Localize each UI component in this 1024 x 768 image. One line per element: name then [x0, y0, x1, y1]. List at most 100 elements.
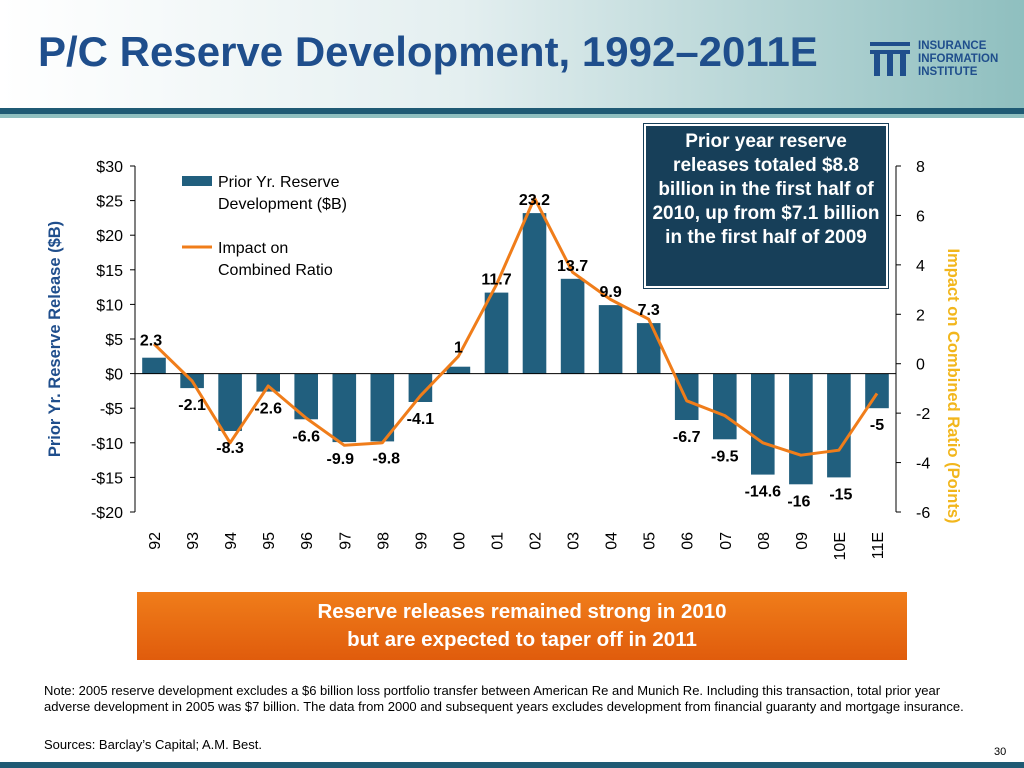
bar-99 — [408, 373, 433, 402]
header-divider-light — [0, 114, 1024, 118]
data-label-99: -4.1 — [407, 411, 435, 428]
footer-bar — [0, 762, 1024, 768]
legend-label-line-line1: Impact on — [218, 240, 288, 257]
x-tick-label: 92 — [147, 532, 164, 550]
y-left-tick-label: -$5 — [100, 401, 123, 418]
bar-95 — [256, 373, 280, 392]
iii-logo-mark — [870, 42, 910, 76]
callout-box: Prior year reserve releases totaled $8.8… — [644, 124, 888, 288]
bar-03 — [560, 278, 585, 374]
legend-label-bars-line2: Development ($B) — [218, 196, 347, 213]
page-number: 30 — [994, 746, 1007, 758]
logo-line-3: INSTITUTE — [918, 66, 978, 78]
data-label-05: 7.3 — [638, 302, 660, 319]
bar-11E — [865, 373, 889, 409]
bar-10E — [827, 373, 851, 478]
x-tick-label: 06 — [680, 532, 697, 550]
y-right-tick-label: 8 — [916, 159, 925, 176]
banner-line-1: Reserve releases remained strong in 2010 — [317, 600, 727, 623]
combined-ratio-line — [152, 196, 879, 457]
x-tick-label: 10E — [832, 532, 849, 560]
x-tick-label: 95 — [261, 532, 278, 550]
x-tick-label: 01 — [489, 532, 506, 550]
data-label-03: 13.7 — [557, 258, 588, 275]
y-right-tick-label: -2 — [916, 406, 930, 423]
x-tick-label: 93 — [185, 532, 202, 550]
x-tick-label: 02 — [528, 532, 545, 550]
data-label-98: -9.8 — [373, 450, 401, 467]
x-tick-label: 08 — [756, 532, 773, 550]
x-tick-label: 03 — [566, 532, 583, 550]
header-divider — [0, 108, 1024, 114]
data-label-07: -9.5 — [711, 448, 739, 465]
x-tick-label: 07 — [718, 532, 735, 550]
logo-line-1: INSURANCE — [918, 40, 987, 52]
data-label-00: 1 — [454, 340, 463, 357]
data-label-11E: -5 — [870, 417, 884, 434]
bar-96 — [294, 373, 318, 420]
x-tick-label: 09 — [794, 532, 811, 550]
bars-group — [142, 213, 889, 485]
data-label-97: -9.9 — [327, 451, 355, 468]
x-tick-label: 99 — [413, 532, 430, 550]
sources: Sources: Barclay’s Capital; A.M. Best. — [44, 737, 262, 752]
logo-wordmark: INSURANCE INFORMATION INSTITUTE — [918, 40, 998, 79]
bar-01 — [484, 292, 509, 374]
x-tick-label: 98 — [375, 532, 392, 550]
footnote: Note: 2005 reserve development excludes … — [44, 683, 964, 714]
data-label-94: -8.3 — [216, 440, 244, 457]
data-label-02: 23.2 — [519, 192, 550, 209]
y-axis-right-title: Impact on Combined Ratio (Points) — [944, 249, 962, 524]
y-right-tick-label: 6 — [916, 208, 925, 225]
bar-00 — [446, 366, 471, 374]
bar-02 — [522, 213, 547, 374]
bar-98 — [370, 373, 395, 442]
x-tick-label: 05 — [642, 532, 659, 550]
y-left-tick-label: $30 — [96, 159, 123, 176]
legend: Prior Yr. Reserve Development ($B) Impact … — [182, 174, 347, 279]
slide-header — [0, 0, 1024, 110]
legend-label-line-line2: Combined Ratio — [218, 262, 333, 279]
bar-07 — [713, 373, 737, 440]
data-label-04: 9.9 — [599, 284, 621, 301]
y-right-tick-label: 0 — [916, 357, 925, 374]
data-label-06: -6.7 — [673, 429, 701, 446]
legend-label-bars-line1: Prior Yr. Reserve — [218, 174, 340, 191]
data-label-10E: -15 — [829, 486, 852, 503]
takeaway-banner: Reserve releases remained strong in 2010… — [137, 592, 907, 660]
y-right-tick-label: 4 — [916, 258, 925, 275]
y-right-tick-label: 2 — [916, 307, 925, 324]
data-label-09: -16 — [787, 493, 810, 510]
legend-swatch-bars — [182, 176, 212, 186]
combined-ratio-line-group — [152, 196, 879, 457]
y-right-tick-label: -6 — [916, 505, 930, 522]
y-left-tick-label: -$20 — [91, 505, 123, 522]
bar-05 — [636, 323, 661, 374]
bar-08 — [751, 373, 775, 475]
bar-09 — [789, 373, 813, 485]
data-label-95: -2.6 — [254, 401, 282, 418]
y-left-tick-label: $5 — [105, 332, 123, 349]
y-right-tick-label: -4 — [916, 456, 930, 473]
chart-svg: $30 $25 $20 $15 $10 $5 $0 -$5 -$10 -$15 -$20 8 6 4 2 0 -… — [46, 159, 962, 560]
y-left-tick-label: $20 — [96, 228, 123, 245]
data-label-92: 2.3 — [140, 333, 162, 350]
x-tick-label: 00 — [451, 532, 468, 550]
y-left-tick-label: -$10 — [91, 436, 123, 453]
x-tick-label: 04 — [604, 532, 621, 550]
bar-97 — [332, 373, 357, 443]
axes-group: $30 $25 $20 $15 $10 $5 $0 -$5 -$10 -$15 -$20 8 6 4 2 0 -… — [46, 159, 962, 560]
reserve-development-chart: $30 $25 $20 $15 $10 $5 $0 -$5 -$10 -$15 -$20 8 6 4 2 0 -… — [0, 120, 1024, 590]
x-tick-label: 11E — [870, 532, 887, 559]
page-title: P/C Reserve Development, 1992–2011E — [38, 28, 818, 75]
bar-92 — [142, 357, 166, 374]
bar-94 — [218, 373, 242, 431]
y-axis-left-title: Prior Yr. Reserve Release ($B) — [46, 221, 64, 457]
banner-line-2: but are expected to taper off in 2011 — [347, 628, 697, 651]
data-label-01: 11.7 — [481, 272, 511, 289]
y-left-tick-label: $0 — [105, 367, 123, 384]
iii-logo: INSURANCE INFORMATION INSTITUTE — [868, 38, 1018, 82]
x-tick-label: 96 — [299, 532, 316, 550]
data-label-08: -14.6 — [745, 484, 782, 501]
data-labels-group: 2.3 -2.1 -8.3 -2.6 -6.6 -9.9 -9.8 -4.1 1 11.7 23.2… — [140, 192, 884, 510]
